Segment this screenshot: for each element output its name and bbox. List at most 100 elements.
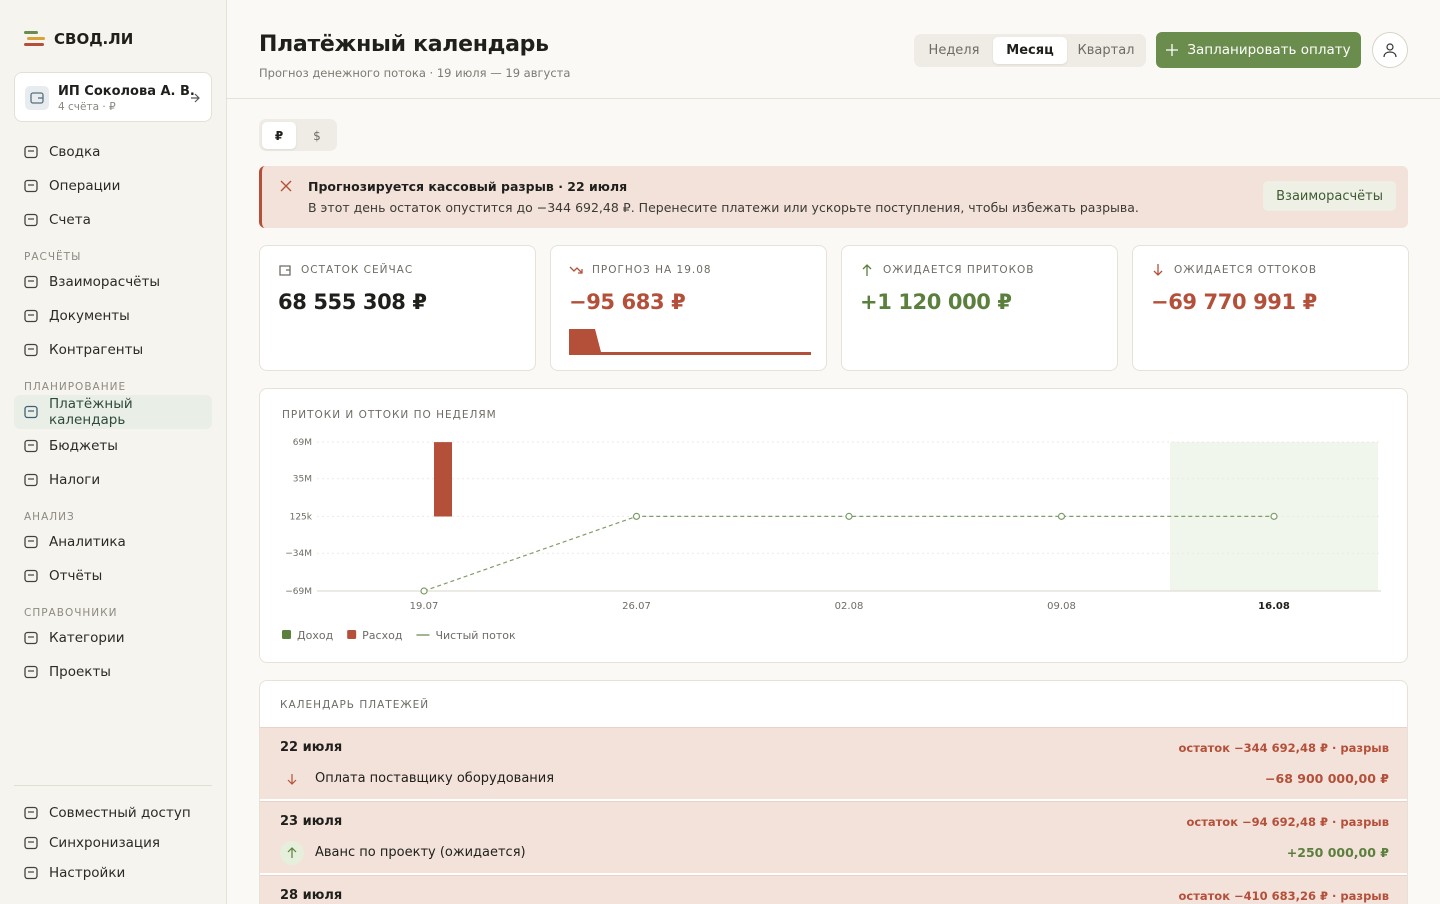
nav-item[interactable]: Настройки (14, 858, 212, 888)
icon-shape (569, 266, 583, 274)
nav-item[interactable]: Категории (14, 621, 212, 655)
nav-label: Взаиморасчёты (49, 274, 160, 290)
cash-gap-alert: Прогнозируется кассовый разрыв · 22 июля… (259, 166, 1408, 228)
currency-toggle: ₽ $ (259, 119, 337, 151)
kpi-label: ПРОГНОЗ НА 19.08 (592, 264, 712, 276)
nav-item[interactable]: Платёжный календарь (14, 395, 212, 429)
day-date: 28 июля (280, 888, 343, 903)
nav-icon (24, 309, 38, 323)
icon-shape (24, 145, 38, 159)
nav-item[interactable]: Синхронизация (14, 828, 212, 858)
payments-card: КАЛЕНДАРЬ ПЛАТЕЖЕЙ 22 июля остаток −344 6… (259, 680, 1408, 904)
brand-logo (24, 31, 45, 46)
alert-title: Прогнозируется кассовый разрыв · 22 июля (308, 179, 628, 194)
sparkline-area (569, 329, 811, 355)
nav-icon (24, 145, 38, 159)
period-tab[interactable]: Квартал (1077, 43, 1135, 58)
payment-day: 22 июля остаток −344 692,48 ₽ · разрыв Опл… (260, 727, 1407, 799)
nav-item[interactable]: Проекты (14, 655, 212, 689)
payment-amount: +250 000,00 ₽ (1286, 845, 1389, 860)
nav-label: Бюджеты (49, 438, 118, 454)
nav-label: Проекты (49, 664, 111, 680)
chart-title: ПРИТОКИ И ОТТОКИ ПО НЕДЕЛЯМ (282, 409, 497, 421)
account-switcher[interactable]: ИП Соколова А. В. 4 счёта · ₽ (14, 72, 212, 122)
day-balance: остаток −344 692,48 ₽ · разрыв (1178, 741, 1389, 755)
nav-icon (24, 179, 38, 193)
y-tick-label: −69M (285, 587, 312, 597)
chart: ПРИТОКИ И ОТТОКИ ПО НЕДЕЛЯМ 69M 35M 125k −34… (282, 409, 1381, 642)
kpi-icon (569, 266, 583, 274)
nav-label: Контрагенты (49, 342, 144, 358)
nav-group-title: ПЛАНИРОВАНИЕ (24, 381, 127, 393)
x-tick-label: 09.08 (1047, 601, 1076, 612)
nav-item[interactable]: Операции (14, 169, 212, 203)
kpi-value: 68 555 308 ₽ (278, 290, 427, 314)
net-flow-point (1057, 512, 1066, 520)
header: Платёжный календарь Прогноз денежного по… (227, 0, 1440, 99)
day-date: 22 июля (280, 740, 343, 755)
nav-label: Операции (49, 178, 121, 194)
payment-name: Оплата поставщику оборудования (315, 771, 555, 786)
icon-shape (24, 473, 38, 487)
alert-text: В этот день остаток опустится до −344 69… (308, 200, 1139, 215)
nav-item[interactable]: Счета (14, 203, 212, 237)
close-icon (280, 180, 292, 192)
nav-icon (24, 836, 38, 850)
nav-label: Счета (49, 212, 91, 228)
nav-item[interactable]: Сводка (14, 135, 212, 169)
x-tick-label: 02.08 (835, 601, 864, 612)
period-tab[interactable]: Месяц (993, 37, 1067, 64)
nav-label: Аналитика (49, 534, 126, 550)
button-label: Запланировать оплату (1187, 42, 1351, 58)
nav-icon (24, 569, 38, 583)
icon-shape (24, 569, 38, 583)
kpi-card: ОСТАТОК СЕЙЧАС 68 555 308 ₽ (259, 245, 536, 371)
nav-item[interactable]: Документы (14, 299, 212, 333)
net-flow-point (845, 512, 853, 520)
nav-item[interactable]: Контрагенты (14, 333, 212, 367)
nav-group-title: СПРАВОЧНИКИ (24, 607, 118, 619)
nav-item[interactable]: Отчёты (14, 559, 212, 593)
alert-action[interactable]: Взаиморасчёты (1263, 181, 1396, 211)
account-icon (25, 86, 49, 110)
nav-icon (24, 473, 38, 487)
brand: СВОД.ЛИ (24, 30, 133, 48)
nav-item[interactable]: Налоги (14, 463, 212, 497)
icon-shape (24, 213, 38, 227)
nav-icon (24, 405, 38, 419)
y-tick-label: 125k (290, 512, 313, 522)
net-flow-point (1270, 512, 1278, 520)
user-icon (1383, 43, 1397, 58)
nav-item[interactable]: Совместный доступ (14, 798, 212, 828)
nav-item[interactable]: Взаиморасчёты (14, 265, 212, 299)
payment-amount: −68 900 000,00 ₽ (1265, 771, 1389, 786)
day-balance: остаток −94 692,48 ₽ · разрыв (1186, 815, 1389, 829)
plan-payment-button[interactable]: Запланировать оплату (1156, 32, 1361, 68)
currency-tab[interactable]: $ (313, 128, 321, 143)
nav-label: Налоги (49, 472, 101, 488)
y-tick-label: 35M (293, 475, 312, 485)
period-tabs: Неделя Месяц Квартал (914, 34, 1146, 67)
account-meta: 4 счёта · ₽ (58, 101, 116, 113)
currency-tab[interactable]: ₽ (262, 122, 296, 149)
kpi-icon (1153, 264, 1163, 276)
kpi-label: ОЖИДАЕТСЯ ПРИТОКОВ (883, 264, 1035, 276)
page-title: Платёжный календарь (259, 32, 549, 57)
nav-label: Платёжный календарь (49, 396, 133, 428)
icon-shape (24, 631, 38, 645)
direction-icon (287, 774, 297, 785)
icon-shape (24, 806, 38, 820)
profile-button[interactable] (1372, 32, 1408, 68)
nav-group-title: РАСЧЁТЫ (24, 251, 82, 263)
nav: Сводка Операции Счета РАСЧЁТЫ Взаиморасчёты Д… (14, 135, 212, 689)
period-tab[interactable]: Неделя (928, 43, 980, 58)
arrow-icon (191, 93, 200, 103)
y-tick-label: 69M (293, 438, 312, 448)
kpi-icon (862, 264, 872, 276)
icon-shape (24, 275, 38, 289)
nav-item[interactable]: Аналитика (14, 525, 212, 559)
nav-item[interactable]: Бюджеты (14, 429, 212, 463)
x-tick-label: 19.07 (410, 601, 439, 612)
nav-icon (24, 665, 38, 679)
page-subtitle: Прогноз денежного потока · 19 июля — 19 … (259, 66, 571, 80)
